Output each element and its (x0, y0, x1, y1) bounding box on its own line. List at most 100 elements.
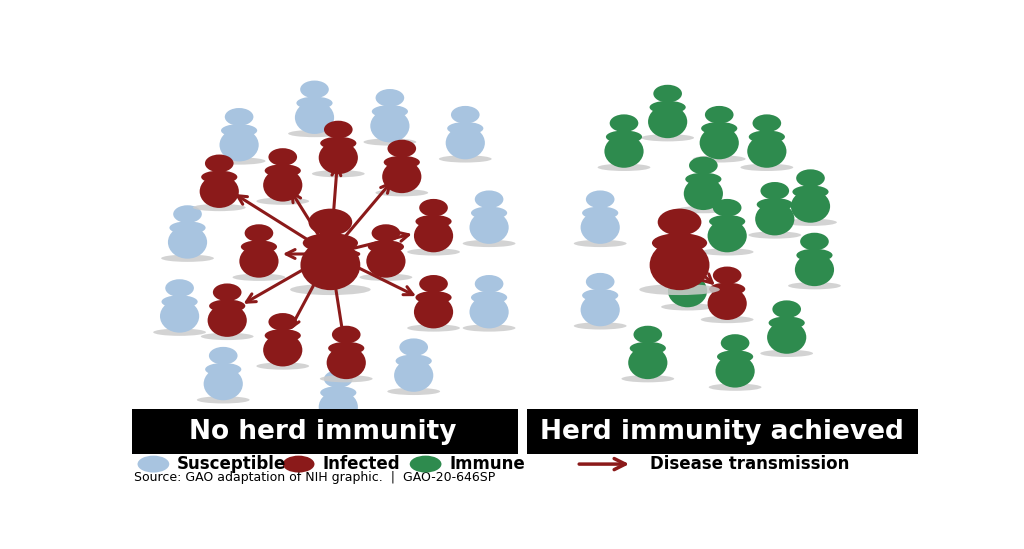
Ellipse shape (221, 124, 257, 137)
Ellipse shape (245, 225, 273, 242)
Ellipse shape (213, 158, 265, 165)
Ellipse shape (408, 248, 460, 255)
Ellipse shape (300, 81, 329, 98)
Ellipse shape (295, 101, 334, 134)
Ellipse shape (641, 134, 694, 142)
Ellipse shape (639, 284, 720, 295)
Ellipse shape (581, 293, 620, 326)
Ellipse shape (213, 283, 242, 301)
Ellipse shape (414, 295, 454, 328)
Ellipse shape (332, 326, 360, 344)
Ellipse shape (263, 334, 302, 367)
Ellipse shape (241, 240, 278, 253)
Ellipse shape (784, 219, 837, 226)
Ellipse shape (256, 362, 309, 369)
Ellipse shape (371, 109, 410, 142)
Ellipse shape (797, 249, 833, 262)
Ellipse shape (469, 211, 509, 244)
Ellipse shape (767, 321, 806, 354)
Ellipse shape (312, 419, 365, 427)
Ellipse shape (573, 240, 627, 247)
Ellipse shape (161, 255, 214, 262)
Ellipse shape (709, 283, 745, 295)
Circle shape (137, 456, 169, 473)
Ellipse shape (324, 370, 352, 388)
Ellipse shape (657, 209, 701, 236)
Ellipse shape (376, 89, 404, 107)
Ellipse shape (662, 303, 714, 311)
Ellipse shape (475, 275, 504, 293)
Ellipse shape (168, 226, 207, 259)
Ellipse shape (201, 333, 254, 340)
Ellipse shape (288, 130, 341, 137)
Ellipse shape (300, 240, 360, 290)
Text: Disease transmission: Disease transmission (650, 455, 850, 473)
Ellipse shape (582, 289, 618, 302)
Ellipse shape (367, 245, 406, 278)
Ellipse shape (586, 191, 614, 208)
Ellipse shape (748, 135, 786, 168)
Ellipse shape (670, 270, 706, 283)
Ellipse shape (290, 284, 371, 295)
Ellipse shape (469, 295, 509, 328)
Ellipse shape (419, 275, 447, 293)
Ellipse shape (760, 350, 813, 357)
Text: Herd immunity achieved: Herd immunity achieved (541, 418, 904, 445)
Ellipse shape (321, 386, 356, 399)
Ellipse shape (772, 300, 801, 318)
Ellipse shape (713, 199, 741, 217)
Ellipse shape (677, 206, 730, 213)
Ellipse shape (416, 215, 452, 228)
Ellipse shape (382, 160, 422, 193)
Ellipse shape (693, 155, 745, 163)
Ellipse shape (797, 169, 824, 187)
Ellipse shape (368, 240, 404, 253)
Ellipse shape (628, 346, 668, 379)
Ellipse shape (268, 313, 297, 330)
Ellipse shape (204, 367, 243, 400)
Ellipse shape (755, 203, 795, 236)
Ellipse shape (303, 233, 358, 253)
Ellipse shape (634, 326, 663, 344)
Ellipse shape (364, 138, 417, 145)
Ellipse shape (709, 384, 762, 391)
Bar (132, 410, 518, 453)
Ellipse shape (708, 287, 746, 320)
Ellipse shape (463, 240, 515, 247)
Ellipse shape (788, 282, 841, 289)
Ellipse shape (793, 186, 828, 198)
Ellipse shape (800, 233, 828, 250)
Ellipse shape (162, 295, 198, 308)
Ellipse shape (769, 316, 805, 329)
Ellipse shape (209, 300, 246, 312)
Ellipse shape (205, 154, 233, 172)
Ellipse shape (263, 169, 302, 201)
Ellipse shape (740, 164, 794, 171)
Ellipse shape (359, 273, 413, 281)
Text: Source: GAO adaptation of NIH graphic.  |  GAO-20-646SP: Source: GAO adaptation of NIH graphic. |… (134, 470, 496, 484)
Ellipse shape (705, 106, 733, 124)
Text: No herd immunity: No herd immunity (188, 418, 456, 445)
Ellipse shape (372, 105, 408, 118)
Ellipse shape (225, 108, 253, 126)
Ellipse shape (399, 338, 428, 356)
Ellipse shape (328, 342, 365, 355)
Ellipse shape (439, 155, 492, 163)
Ellipse shape (395, 355, 432, 367)
Ellipse shape (372, 225, 400, 242)
Ellipse shape (209, 347, 238, 365)
Ellipse shape (684, 177, 723, 210)
Ellipse shape (700, 248, 754, 255)
Ellipse shape (699, 126, 739, 159)
Bar (527, 410, 918, 453)
Ellipse shape (201, 171, 238, 183)
Ellipse shape (447, 122, 483, 135)
Ellipse shape (630, 342, 666, 355)
Ellipse shape (791, 190, 830, 223)
Ellipse shape (219, 128, 259, 161)
Ellipse shape (652, 233, 708, 253)
Ellipse shape (296, 97, 333, 109)
Ellipse shape (318, 390, 358, 423)
Ellipse shape (709, 215, 745, 228)
Ellipse shape (173, 205, 202, 223)
